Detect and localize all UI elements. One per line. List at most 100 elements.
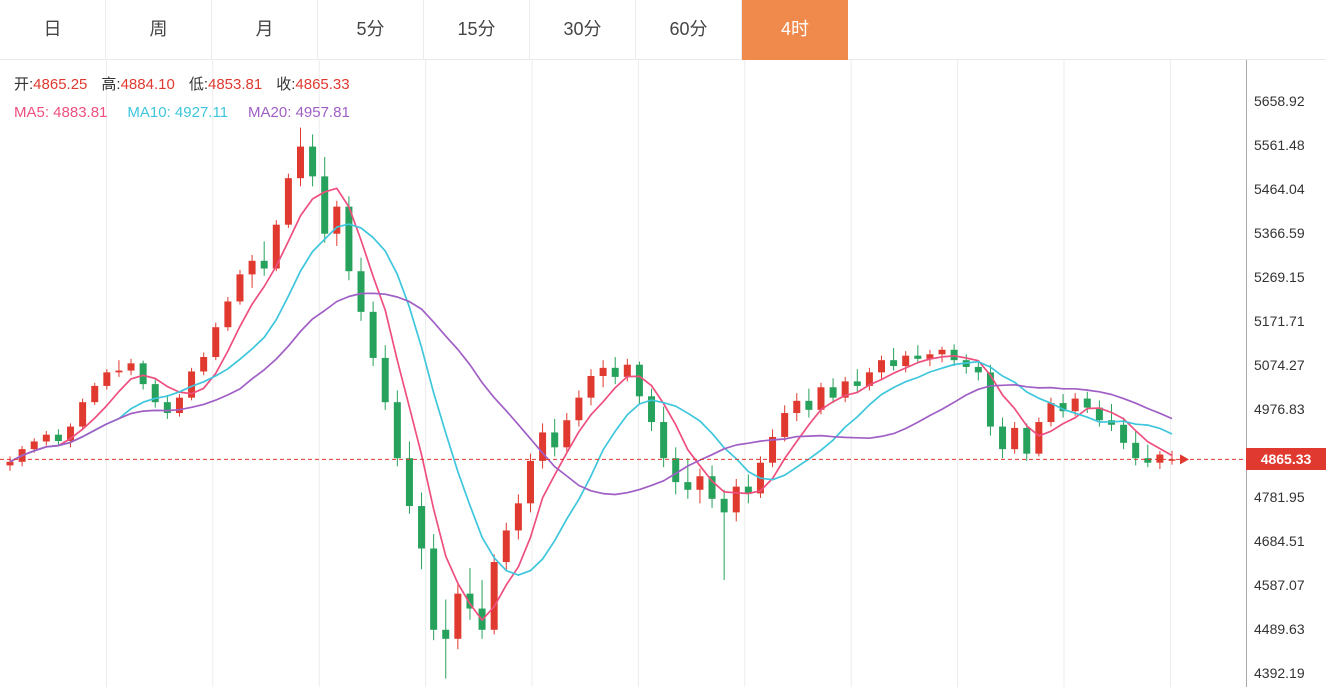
candle-body bbox=[284, 178, 292, 225]
candle-body bbox=[793, 400, 801, 414]
y-axis-label: 5171.71 bbox=[1254, 313, 1305, 330]
candle-body bbox=[490, 562, 498, 630]
candle-body bbox=[151, 384, 159, 403]
tab-60min[interactable]: 60分 bbox=[636, 0, 742, 60]
candle-body bbox=[430, 548, 438, 630]
candle-body bbox=[357, 271, 365, 312]
y-axis-label: 4587.07 bbox=[1254, 577, 1305, 594]
candle-body bbox=[781, 413, 789, 437]
ohlc-item: 低:4853.81 bbox=[188, 76, 263, 93]
candle-body bbox=[236, 274, 244, 302]
ma-item: MA10: 4927.11 bbox=[127, 104, 229, 121]
chart-legend: 开:4865.25 高:4884.10 低:4853.81 收:4865.33 MA5… bbox=[14, 73, 370, 131]
candle-body bbox=[660, 422, 668, 459]
candle-body bbox=[575, 397, 583, 421]
candle-body bbox=[466, 593, 474, 609]
ma-legend: MA5: 4883.81 MA10: 4927.11 MA20: 4957.81 bbox=[14, 104, 370, 121]
candle-body bbox=[175, 397, 183, 414]
candle-body bbox=[587, 375, 595, 398]
candle-body bbox=[1047, 403, 1055, 423]
candle-body bbox=[914, 355, 922, 359]
candle-body bbox=[42, 434, 50, 442]
candle-body bbox=[732, 486, 740, 513]
candle-body bbox=[878, 360, 885, 373]
candle-body bbox=[188, 371, 196, 398]
candle-body bbox=[1120, 424, 1128, 443]
candle-body bbox=[986, 372, 994, 427]
candle-body bbox=[648, 396, 656, 423]
y-axis-label: 5561.48 bbox=[1254, 136, 1305, 153]
candlestick-chart[interactable] bbox=[0, 60, 1246, 687]
candle-body bbox=[563, 420, 571, 448]
candle-body bbox=[672, 458, 680, 483]
candle-body bbox=[1023, 427, 1031, 454]
tab-5min[interactable]: 5分 bbox=[318, 0, 424, 60]
candle-body bbox=[381, 357, 389, 403]
candle-body bbox=[1095, 407, 1103, 421]
candle-body bbox=[297, 146, 304, 179]
y-axis-label: 4489.63 bbox=[1254, 621, 1305, 638]
candle-body bbox=[502, 530, 510, 563]
candle-body bbox=[79, 402, 87, 427]
candle-body bbox=[91, 385, 99, 403]
tab-day[interactable]: 日 bbox=[0, 0, 106, 60]
candle-body bbox=[103, 372, 111, 386]
candle-body bbox=[769, 436, 777, 463]
candle-body bbox=[260, 260, 268, 269]
candle-body bbox=[890, 360, 898, 367]
chart-area[interactable]: 开:4865.25 高:4884.10 低:4853.81 收:4865.33 MA5… bbox=[0, 60, 1246, 687]
tab-4hour[interactable]: 4时 bbox=[742, 0, 848, 60]
candle-body bbox=[405, 458, 413, 507]
candle-body bbox=[1059, 403, 1067, 412]
candle-body bbox=[139, 363, 147, 385]
candle-body bbox=[272, 224, 280, 269]
candle-body bbox=[611, 367, 619, 377]
y-axis-label: 4781.95 bbox=[1254, 489, 1305, 506]
y-axis-label: 4392.19 bbox=[1254, 665, 1305, 682]
candle-body bbox=[200, 357, 208, 372]
candle-body bbox=[30, 441, 38, 450]
candle-body bbox=[623, 364, 631, 377]
candle-body bbox=[248, 260, 256, 275]
ohlc-item: 收:4865.33 bbox=[276, 76, 350, 93]
candle-body bbox=[115, 370, 123, 373]
tab-30min[interactable]: 30分 bbox=[530, 0, 636, 60]
candle-body bbox=[321, 176, 329, 234]
candle-body bbox=[599, 367, 607, 376]
y-axis-label: 5658.92 bbox=[1254, 92, 1305, 109]
candle-body bbox=[829, 387, 837, 398]
tab-month[interactable]: 月 bbox=[212, 0, 318, 60]
candle-body bbox=[1132, 442, 1140, 459]
candle-body bbox=[720, 498, 728, 513]
candle-body bbox=[224, 301, 232, 328]
candle-body bbox=[1083, 398, 1091, 408]
y-axis: 5658.92 5561.48 5464.04 5366.59 5269.15 5171.… bbox=[1246, 60, 1326, 687]
y-axis-label: 5366.59 bbox=[1254, 225, 1305, 241]
ma10-line bbox=[9, 223, 1173, 576]
ohlc-item: 高:4884.10 bbox=[101, 76, 175, 93]
candle-body bbox=[635, 364, 643, 397]
candle-body bbox=[817, 387, 825, 410]
candle-body bbox=[974, 366, 982, 373]
candle-body bbox=[67, 426, 75, 442]
candle-body bbox=[744, 486, 752, 494]
candle-body bbox=[938, 349, 946, 355]
tab-week[interactable]: 周 bbox=[106, 0, 212, 60]
ma20-line bbox=[9, 292, 1173, 496]
candle-body bbox=[841, 381, 849, 398]
last-price-arrow-icon bbox=[1180, 454, 1189, 465]
candle-body bbox=[54, 434, 62, 442]
candle-body bbox=[526, 460, 534, 504]
candle-body bbox=[551, 432, 559, 448]
y-axis-label: 5269.15 bbox=[1254, 269, 1305, 286]
candle-body bbox=[369, 311, 377, 358]
candle-body bbox=[127, 363, 135, 371]
ohlc-item: 开:4865.25 bbox=[14, 76, 88, 93]
y-axis-label: 4976.83 bbox=[1254, 401, 1305, 418]
y-axis-label: 4684.51 bbox=[1254, 533, 1305, 550]
candle-body bbox=[539, 432, 547, 461]
ma-item: MA20: 4957.81 bbox=[248, 104, 350, 121]
y-axis-label: 5464.04 bbox=[1254, 181, 1305, 197]
tab-15min[interactable]: 15分 bbox=[424, 0, 530, 60]
candle-body bbox=[999, 426, 1007, 450]
